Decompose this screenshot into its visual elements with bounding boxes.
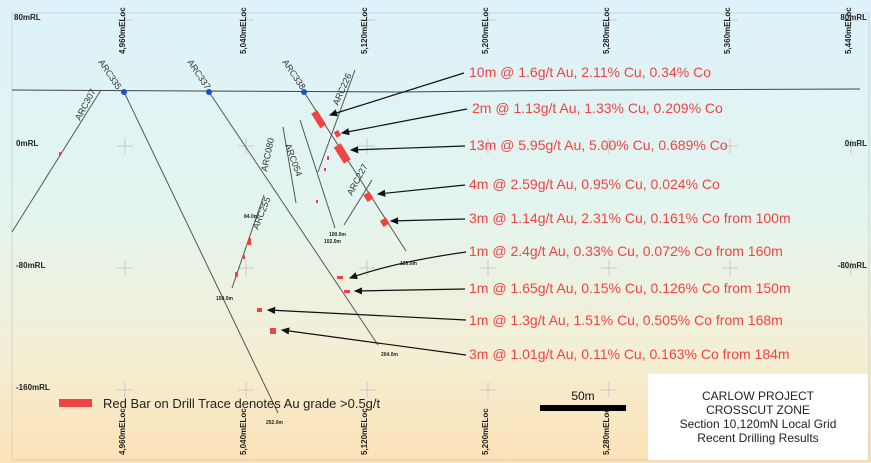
section-frame bbox=[11, 12, 870, 461]
depth-label-150m: 150.0m bbox=[216, 296, 234, 302]
collar-arc335 bbox=[121, 89, 127, 95]
easting-top-5280: 5,280mELoc bbox=[602, 7, 611, 54]
easting-top-5040: 5,040mELoc bbox=[239, 7, 248, 54]
intercept-text-8: 1m @ 1.3g/t Au, 1.51% Cu, 0.505% Co from… bbox=[469, 312, 783, 328]
arrow-3 bbox=[349, 145, 466, 154]
easting-bottom-5280: 5,280mELoc bbox=[602, 408, 611, 455]
bar-3 bbox=[333, 143, 351, 164]
intercept-text-5: 3m @ 1.14g/t Au, 2.31% Cu, 0.161% Co fro… bbox=[469, 210, 791, 226]
arrow-8 bbox=[266, 306, 467, 321]
depth-label-204m: 204.0m bbox=[381, 352, 399, 358]
leader-arrows bbox=[266, 72, 468, 356]
bar-7 bbox=[344, 290, 350, 293]
intercept-text-2: 2m @ 1.13g/t Au, 1.33% Cu, 0.209% Co bbox=[472, 100, 723, 116]
depth-label-100m: 100.0m bbox=[329, 232, 347, 238]
bar-arc255-a bbox=[248, 238, 251, 245]
trace-arc307 bbox=[11, 89, 102, 233]
trace-arc226 bbox=[317, 69, 356, 173]
bar-6 bbox=[337, 276, 343, 279]
depth-label-102m: 102.0m bbox=[324, 239, 342, 245]
collar-arc337 bbox=[206, 89, 212, 95]
bar-arc307 bbox=[59, 152, 61, 156]
bar-9 bbox=[270, 328, 276, 334]
rl-label-minus80-left: -80mRL bbox=[16, 261, 45, 270]
intercept-text-9: 3m @ 1.01g/t Au, 0.11% Cu, 0.163% Co fro… bbox=[469, 346, 790, 362]
intercept-bars bbox=[59, 110, 390, 334]
trace-arc335 bbox=[123, 91, 279, 414]
title-zone: CROSSCUT ZONE bbox=[706, 403, 810, 417]
easting-bottom-5040: 5,040mELoc bbox=[239, 408, 248, 455]
rl-label-80-left: 80mRL bbox=[14, 13, 41, 22]
bar-8 bbox=[257, 308, 262, 312]
arrow-9 bbox=[280, 327, 467, 356]
bar-arc255-b bbox=[243, 255, 245, 259]
intercept-text-1: 10m @ 1.6g/t Au, 2.11% Cu, 0.34% Co bbox=[469, 64, 711, 80]
depth-label-84m: 84.0m bbox=[244, 214, 259, 220]
easting-top-5440: 5,440mELoc bbox=[844, 7, 853, 54]
intercept-text-6: 1m @ 2.4g/t Au, 0.33% Cu, 0.072% Co from… bbox=[469, 243, 783, 259]
easting-bottom-5120: 5,120mELoc bbox=[360, 408, 369, 455]
bar-5 bbox=[379, 217, 390, 227]
title-box: CARLOW PROJECT CROSSCUT ZONE Section 10,… bbox=[648, 374, 868, 460]
bar-arc226-a bbox=[327, 156, 329, 160]
arrow-7 bbox=[353, 287, 466, 295]
arrow-6 bbox=[348, 251, 467, 279]
drill-traces bbox=[11, 69, 407, 414]
easting-top-4960: 4,960mELoc bbox=[118, 7, 127, 54]
easting-top-5360: 5,360mELoc bbox=[723, 7, 732, 54]
easting-top-5120: 5,120mELoc bbox=[360, 7, 369, 54]
arrow-1 bbox=[328, 72, 465, 117]
rl-label-minus80-right: -80mRL bbox=[838, 261, 867, 270]
surface-line bbox=[11, 88, 861, 93]
legend-text: Red Bar on Drill Trace denotes Au grade … bbox=[103, 396, 381, 411]
trace-arc227 bbox=[343, 179, 373, 226]
rl-label-minus160-left: -160mRL bbox=[16, 383, 50, 392]
rl-label-0-right: 0mRL bbox=[845, 139, 867, 148]
depth-label-252m: 252.0m bbox=[266, 420, 284, 426]
intercept-text-7: 1m @ 1.65g/t Au, 0.15% Cu, 0.126% Co fro… bbox=[469, 280, 791, 296]
bar-2 bbox=[333, 129, 342, 138]
intercept-text-4: 4m @ 2.59g/t Au, 0.95% Cu, 0.024% Co bbox=[469, 176, 720, 192]
bar-arc226-b bbox=[324, 168, 326, 171]
bar-arc255-c bbox=[235, 272, 238, 277]
trace-arc337 bbox=[208, 91, 379, 346]
legend-swatch bbox=[59, 399, 92, 407]
collars bbox=[121, 89, 307, 95]
title-subtitle: Recent Drilling Results bbox=[697, 431, 819, 445]
easting-top-5200: 5,200mELoc bbox=[481, 7, 490, 54]
rl-label-0-left: 0mRL bbox=[16, 139, 38, 148]
rl-label-80-right: 80mRL bbox=[840, 13, 867, 22]
trace-arc080 bbox=[282, 126, 297, 204]
bar-arc054 bbox=[316, 200, 318, 203]
arrow-4 bbox=[376, 184, 466, 197]
scale-bar bbox=[540, 405, 626, 411]
title-project: CARLOW PROJECT bbox=[701, 389, 814, 403]
bar-1 bbox=[311, 110, 327, 129]
depth-label-126m: 126.0m bbox=[400, 261, 418, 267]
easting-bottom-4960: 4,960mELoc bbox=[118, 408, 127, 455]
scale-bar-label: 50m bbox=[571, 389, 594, 403]
trace-arc054 bbox=[299, 119, 336, 229]
bar-4 bbox=[363, 191, 374, 202]
collar-arc338 bbox=[301, 89, 307, 95]
arrow-5 bbox=[389, 217, 466, 225]
title-section: Section 10,120mN Local Grid bbox=[679, 417, 837, 431]
easting-bottom-5200: 5,200mELoc bbox=[481, 408, 490, 455]
intercept-text-3: 13m @ 5.95g/t Au, 5.00% Cu, 0.689% Co bbox=[469, 137, 728, 153]
arrow-2 bbox=[340, 108, 468, 136]
